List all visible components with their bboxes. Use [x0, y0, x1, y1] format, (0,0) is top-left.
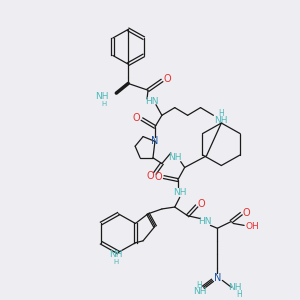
Text: H: H [197, 281, 203, 290]
Text: NH: NH [229, 283, 242, 292]
Text: H: H [114, 259, 119, 265]
Text: O: O [163, 74, 171, 84]
Text: H: H [101, 101, 106, 107]
Text: H: H [218, 109, 224, 118]
Text: NH: NH [95, 92, 108, 101]
Text: O: O [198, 199, 205, 209]
Text: NH: NH [193, 287, 206, 296]
Text: H: H [236, 290, 242, 299]
Text: N: N [151, 136, 159, 146]
Text: NH: NH [110, 250, 123, 259]
Text: NH: NH [168, 153, 182, 162]
Text: O: O [146, 171, 154, 181]
Text: O: O [132, 113, 140, 123]
Text: HN: HN [145, 97, 159, 106]
Text: OH: OH [245, 222, 259, 231]
Text: NH: NH [214, 116, 228, 124]
Text: HN: HN [198, 217, 211, 226]
Text: NH: NH [173, 188, 187, 197]
Text: O: O [154, 172, 162, 182]
Text: O: O [242, 208, 250, 218]
Text: N: N [214, 272, 221, 283]
